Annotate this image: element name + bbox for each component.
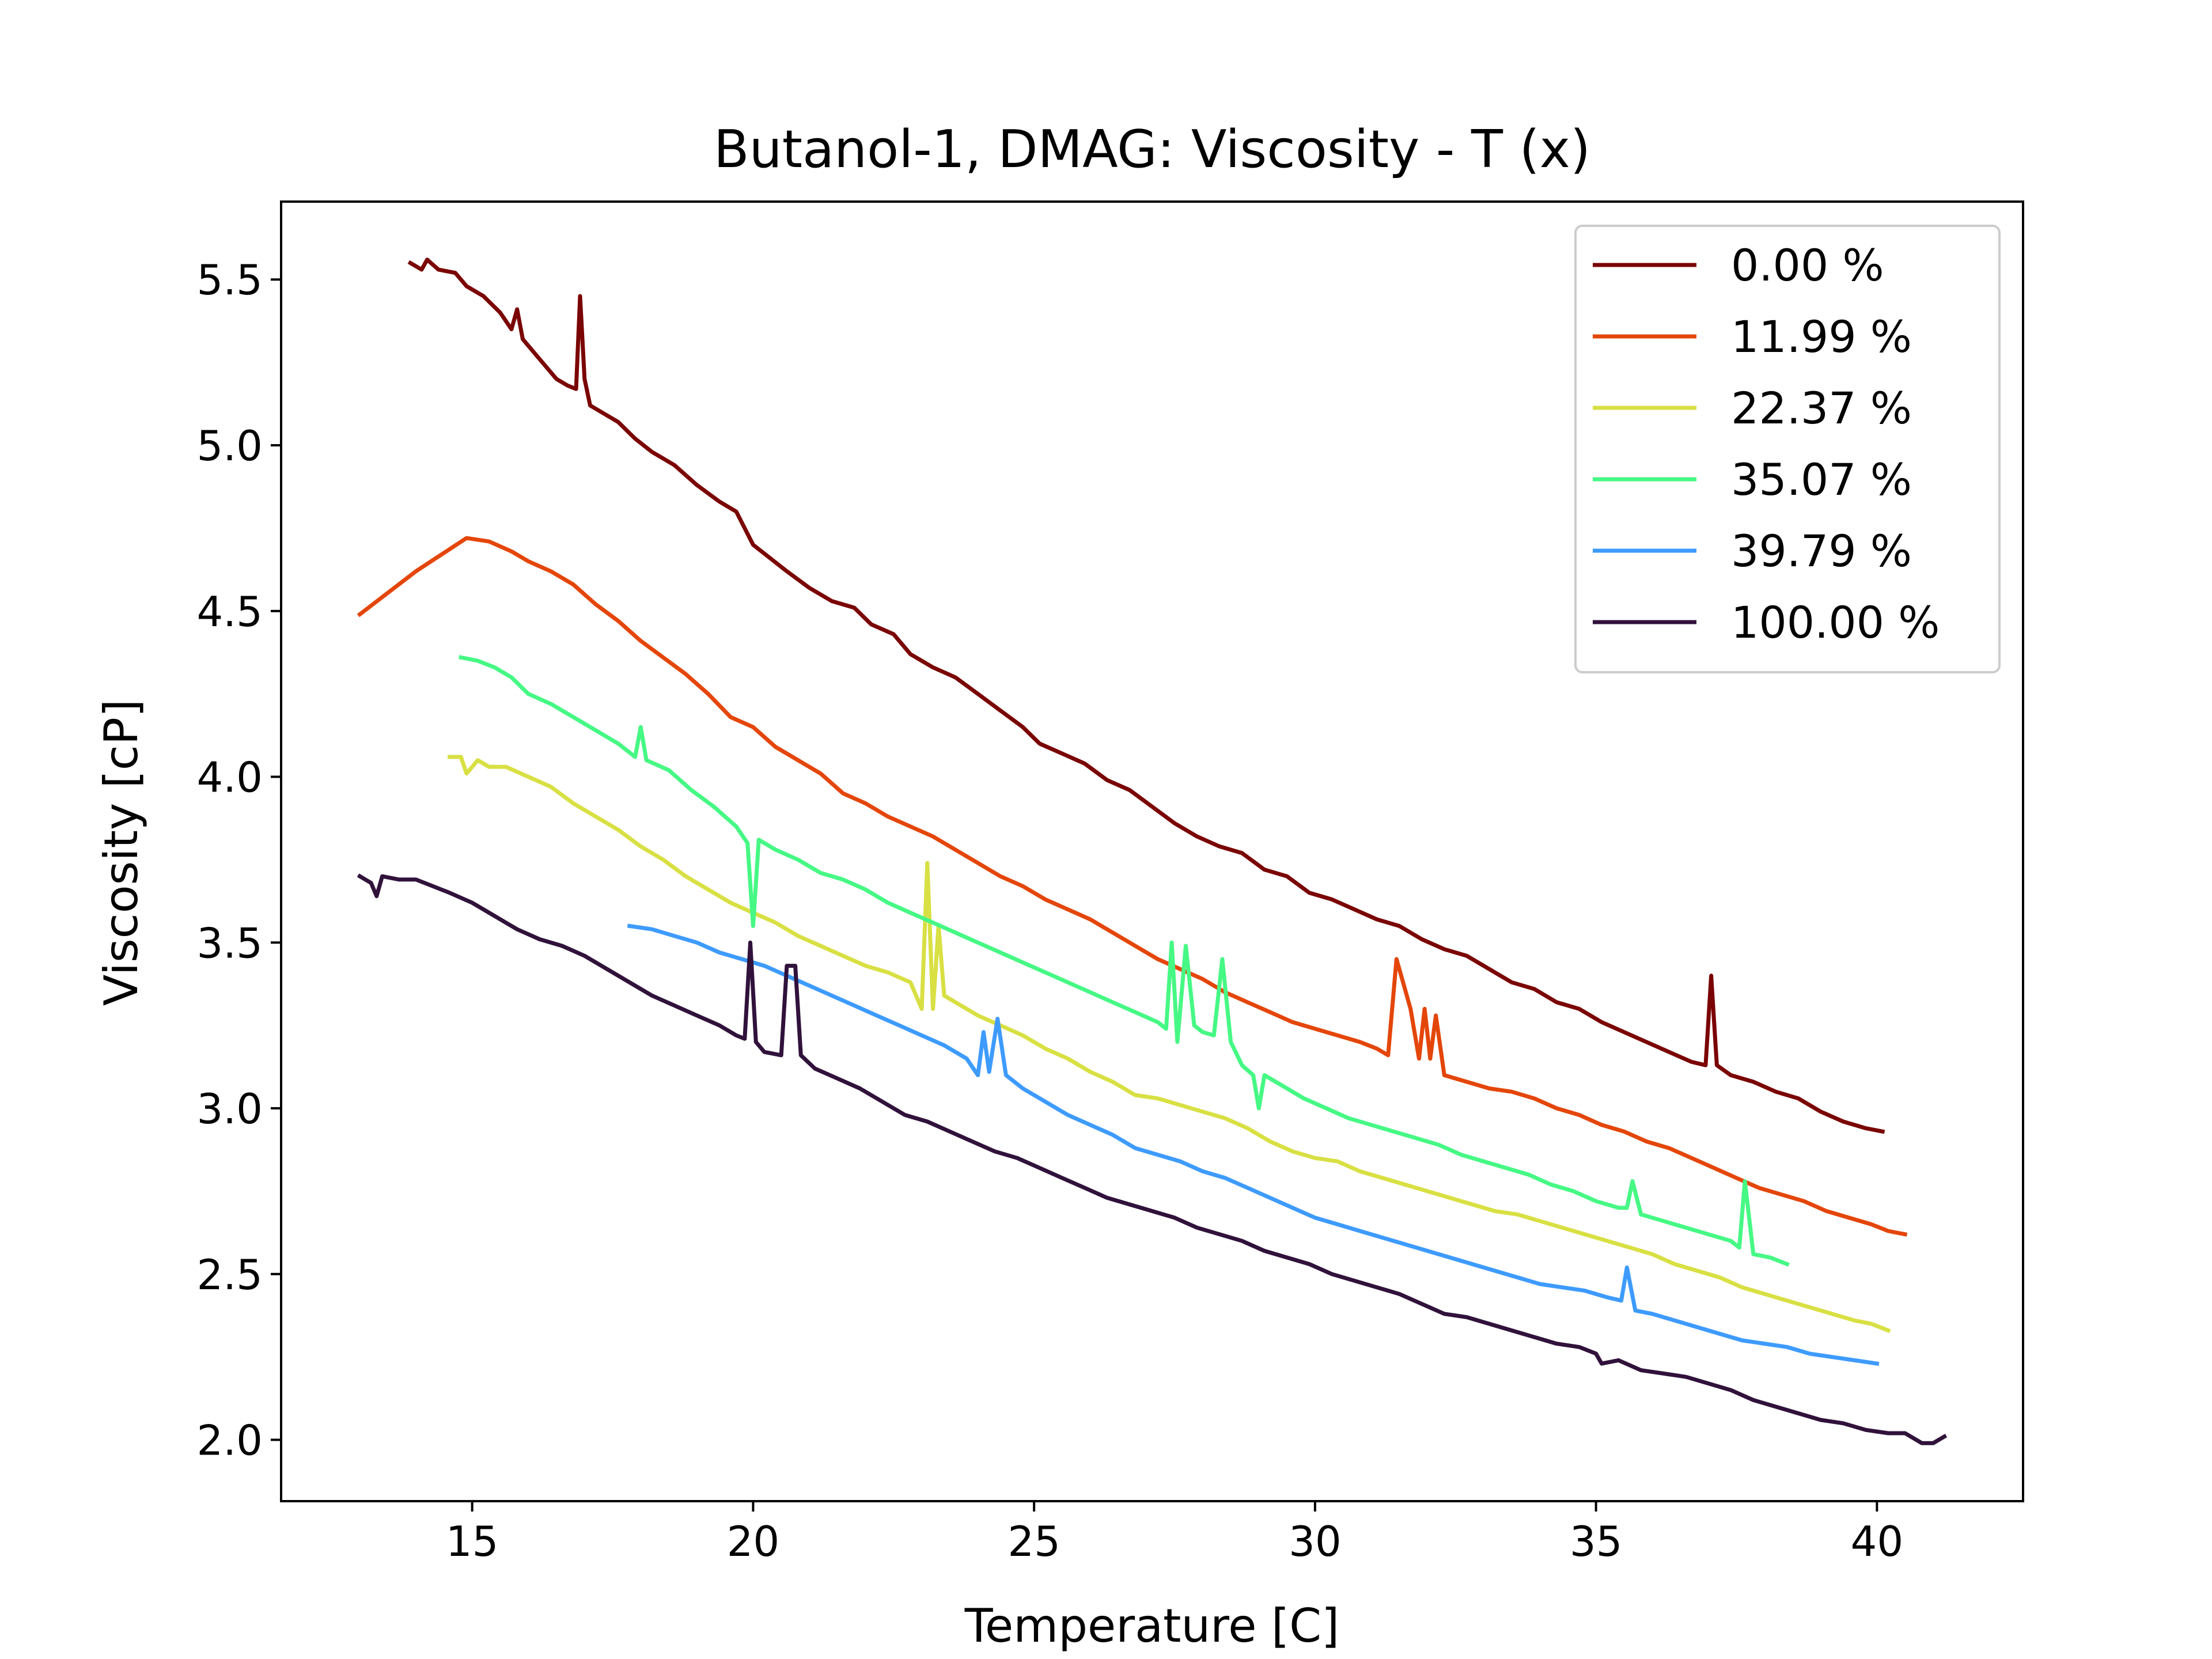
x-tick-label: 25 (1007, 1517, 1060, 1566)
y-axis-label: Viscosity [cP] (94, 699, 148, 1006)
legend: 0.00 % 11.99 % 22.37 % 35.07 % 39.79 % 100.00… (1574, 225, 2001, 673)
legend-label-0: 0.00 % (1731, 240, 1884, 291)
y-tick-label: 4.5 (196, 588, 263, 636)
chart-title: Butanol-1, DMAG: Viscosity - T (x) (714, 119, 1590, 180)
legend-label-3: 35.07 % (1731, 454, 1912, 505)
series-line-4 (627, 923, 1880, 1366)
y-axis-ticks: 2.0 2.5 3.0 3.5 4.0 4.5 5.0 5.5 (196, 256, 281, 1465)
x-tick-label: 35 (1570, 1517, 1623, 1566)
series-line-3 (459, 655, 1790, 1267)
y-tick-label: 3.5 (196, 919, 263, 967)
legend-label-5: 100.00 % (1731, 597, 1940, 648)
y-tick-label: 4.0 (196, 753, 263, 802)
x-axis-label: Temperature [C] (964, 1599, 1339, 1653)
y-tick-label: 2.5 (196, 1251, 263, 1299)
y-tick-label: 5.5 (196, 256, 263, 304)
y-tick-label: 3.0 (196, 1085, 263, 1133)
y-tick-label: 5.0 (196, 422, 263, 470)
series-line-0 (407, 257, 1885, 1134)
x-tick-label: 40 (1851, 1517, 1904, 1566)
legend-label-2: 22.37 % (1731, 382, 1912, 434)
x-tick-label: 20 (727, 1517, 780, 1566)
plot-frame (280, 200, 2024, 1502)
y-tick-label: 2.0 (196, 1416, 263, 1465)
x-tick-label: 15 (446, 1517, 499, 1566)
x-tick-label: 30 (1289, 1517, 1342, 1566)
legend-label-4: 39.79 % (1731, 525, 1912, 577)
series-line-5 (357, 873, 1948, 1445)
legend-entries: 0.00 % 11.99 % 22.37 % 35.07 % 39.79 % 100.00… (1593, 240, 1940, 648)
series-line-2 (448, 755, 1891, 1334)
legend-label-1: 11.99 % (1731, 311, 1912, 362)
x-axis-ticks: 15 20 25 30 35 40 (446, 1501, 1903, 1566)
series-layer (357, 257, 1948, 1445)
